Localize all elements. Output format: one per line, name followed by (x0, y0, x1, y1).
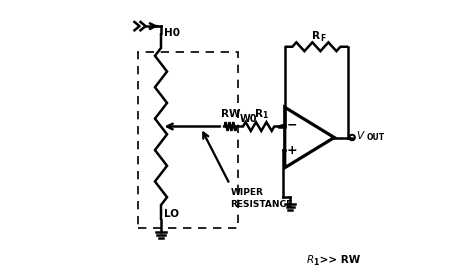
Text: RW: RW (221, 109, 240, 119)
Bar (138, 52, 238, 228)
Text: +: + (286, 144, 297, 157)
Text: W0: W0 (240, 114, 258, 124)
Text: R: R (307, 255, 314, 265)
Text: RESISTANCE: RESISTANCE (230, 200, 293, 209)
Text: F: F (320, 34, 325, 43)
Text: OUT: OUT (367, 133, 385, 142)
Text: LO: LO (164, 209, 179, 219)
Text: R: R (255, 109, 263, 119)
Text: $V$: $V$ (356, 129, 366, 141)
Text: 1: 1 (313, 258, 318, 267)
Text: 1: 1 (262, 111, 268, 120)
Text: −: − (287, 118, 297, 131)
Text: R: R (312, 31, 320, 41)
Text: >> RW: >> RW (316, 255, 360, 265)
Text: WIPER: WIPER (230, 188, 263, 197)
Text: H0: H0 (164, 28, 180, 37)
